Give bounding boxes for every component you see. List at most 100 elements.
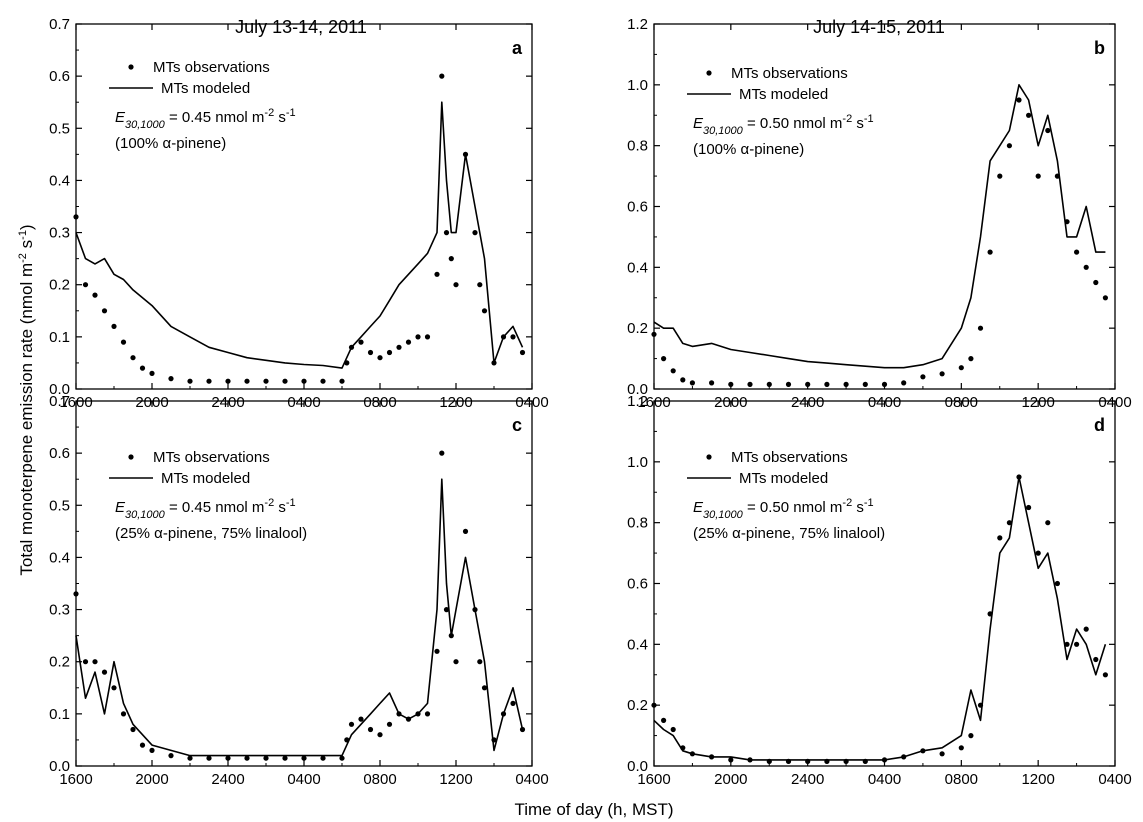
observation-point-a (301, 378, 307, 384)
y-tick-label-d-5: 1.0 (627, 454, 648, 471)
observation-point-d (747, 757, 753, 763)
observation-point-c (92, 659, 98, 665)
plot-frame-c (75, 400, 533, 767)
observation-point-b (689, 380, 696, 386)
observation-point-c (263, 755, 269, 761)
observation-point-b (939, 371, 945, 377)
observation-point-c (139, 742, 146, 748)
observation-point-c (443, 607, 450, 613)
observation-point-d (958, 745, 964, 751)
observation-point-d (1064, 641, 1070, 647)
observation-point-d (987, 611, 993, 617)
observation-point-c (282, 755, 288, 761)
legend-label-observations-c: MTs observations (153, 449, 270, 466)
observation-point-c (301, 755, 307, 761)
legend-equation-c: E30,1000 = 0.45 nmol m-2 s-1 (115, 497, 296, 521)
observation-point-a (448, 256, 454, 262)
y-tick-label-a-1: 0.1 (49, 329, 70, 346)
panel-d: 0.0 0.2 0.4 0.6 0.8 1.0 1.2 1600 2000 2400 0400 080… (627, 393, 1132, 788)
observation-point-c (519, 726, 526, 733)
y-tick-label-a-3: 0.3 (49, 225, 70, 242)
observation-point-b (1054, 173, 1060, 179)
panels-group: 0.0 0.1 0.2 0.3 0.4 0.5 0.6 0.7 1600 2000 2400 0400… (49, 16, 1132, 788)
observation-point-b (920, 374, 926, 380)
y-tick-label-a-6: 0.6 (49, 68, 70, 85)
y-tick-label-d-6: 1.2 (627, 393, 648, 410)
observation-point-d (901, 754, 907, 760)
x-tick-label-c-6: 0400 (515, 771, 548, 788)
observation-point-c (377, 732, 383, 738)
observation-point-a (462, 151, 469, 157)
observation-point-c (358, 716, 364, 722)
observation-point-b (862, 381, 868, 387)
observation-point-c (453, 659, 459, 665)
observation-point-d (766, 758, 772, 765)
observation-point-a (82, 282, 89, 288)
observation-point-c (510, 700, 516, 707)
observation-point-b (1016, 97, 1022, 103)
y-tick-label-b-2: 0.4 (627, 259, 648, 276)
observation-point-d (1045, 520, 1051, 526)
observation-point-c (206, 755, 212, 761)
observation-point-b (824, 381, 830, 387)
y-tick-label-c-4: 0.4 (49, 549, 70, 566)
observation-point-a (282, 378, 288, 384)
observation-point-d (728, 757, 734, 763)
observation-point-c (244, 755, 250, 761)
observation-point-c (339, 755, 345, 761)
observation-point-c (415, 711, 421, 717)
y-tick-label-d-4: 0.8 (627, 515, 648, 532)
observation-point-d (805, 758, 811, 765)
observation-point-a (358, 339, 364, 345)
observation-point-b (1102, 295, 1108, 301)
observation-point-c (320, 755, 326, 761)
observation-point-d (843, 758, 849, 765)
legend-equation-d: E30,1000 = 0.50 nmol m-2 s-1 (693, 497, 874, 521)
observation-point-c (500, 711, 507, 717)
observation-point-d (1026, 504, 1032, 511)
observation-point-b (1064, 219, 1070, 225)
observation-point-b (1026, 112, 1032, 118)
observation-point-c (225, 755, 231, 761)
observation-point-a (225, 378, 231, 384)
panel-letter-a: a (512, 38, 523, 58)
observation-point-d (680, 745, 686, 751)
observation-point-b (977, 325, 984, 331)
observation-point-a (263, 378, 269, 384)
observation-point-b (1074, 249, 1080, 255)
y-tick-label-c-5: 0.5 (49, 497, 70, 514)
observation-point-a (477, 282, 483, 288)
observation-point-b (785, 381, 792, 387)
legend-label-modeled-a: MTs modeled (161, 80, 250, 97)
observation-point-a (73, 214, 79, 220)
observation-point-b (661, 356, 667, 362)
observation-point-b (1093, 279, 1099, 286)
observation-point-a (491, 360, 497, 366)
modeled-line-b (653, 84, 1106, 369)
observation-point-b (901, 380, 907, 386)
observation-point-a (519, 349, 526, 356)
observation-point-a (92, 292, 98, 298)
observation-point-b (766, 381, 772, 387)
column-title-left: July 13-14, 2011 (235, 17, 367, 37)
observation-point-d (1054, 580, 1060, 587)
observation-point-a (386, 349, 393, 356)
legend-marker-observations-c (128, 454, 134, 460)
observation-point-c (481, 685, 488, 691)
modeled-line-a (75, 101, 524, 369)
legend-label-modeled-c: MTs modeled (161, 470, 250, 487)
observation-point-c (424, 711, 431, 717)
legend-composition-a: (100% α-pinene) (115, 135, 226, 152)
observation-point-b (987, 249, 993, 255)
plot-frame-b (653, 23, 1116, 390)
y-tick-label-b-5: 1.0 (627, 77, 648, 94)
x-tick-label-c-1: 2000 (135, 771, 168, 788)
observation-point-a (415, 334, 421, 340)
plot-frame-d (653, 400, 1116, 767)
legend-label-observations-b: MTs observations (731, 65, 848, 82)
y-tick-label-d-0: 0.0 (627, 758, 648, 775)
y-tick-label-a-2: 0.2 (49, 277, 70, 294)
observation-point-c (439, 450, 445, 456)
legend-composition-d: (25% α-pinene, 75% linalool) (693, 525, 885, 542)
x-tick-label-d-5: 1200 (1021, 771, 1054, 788)
